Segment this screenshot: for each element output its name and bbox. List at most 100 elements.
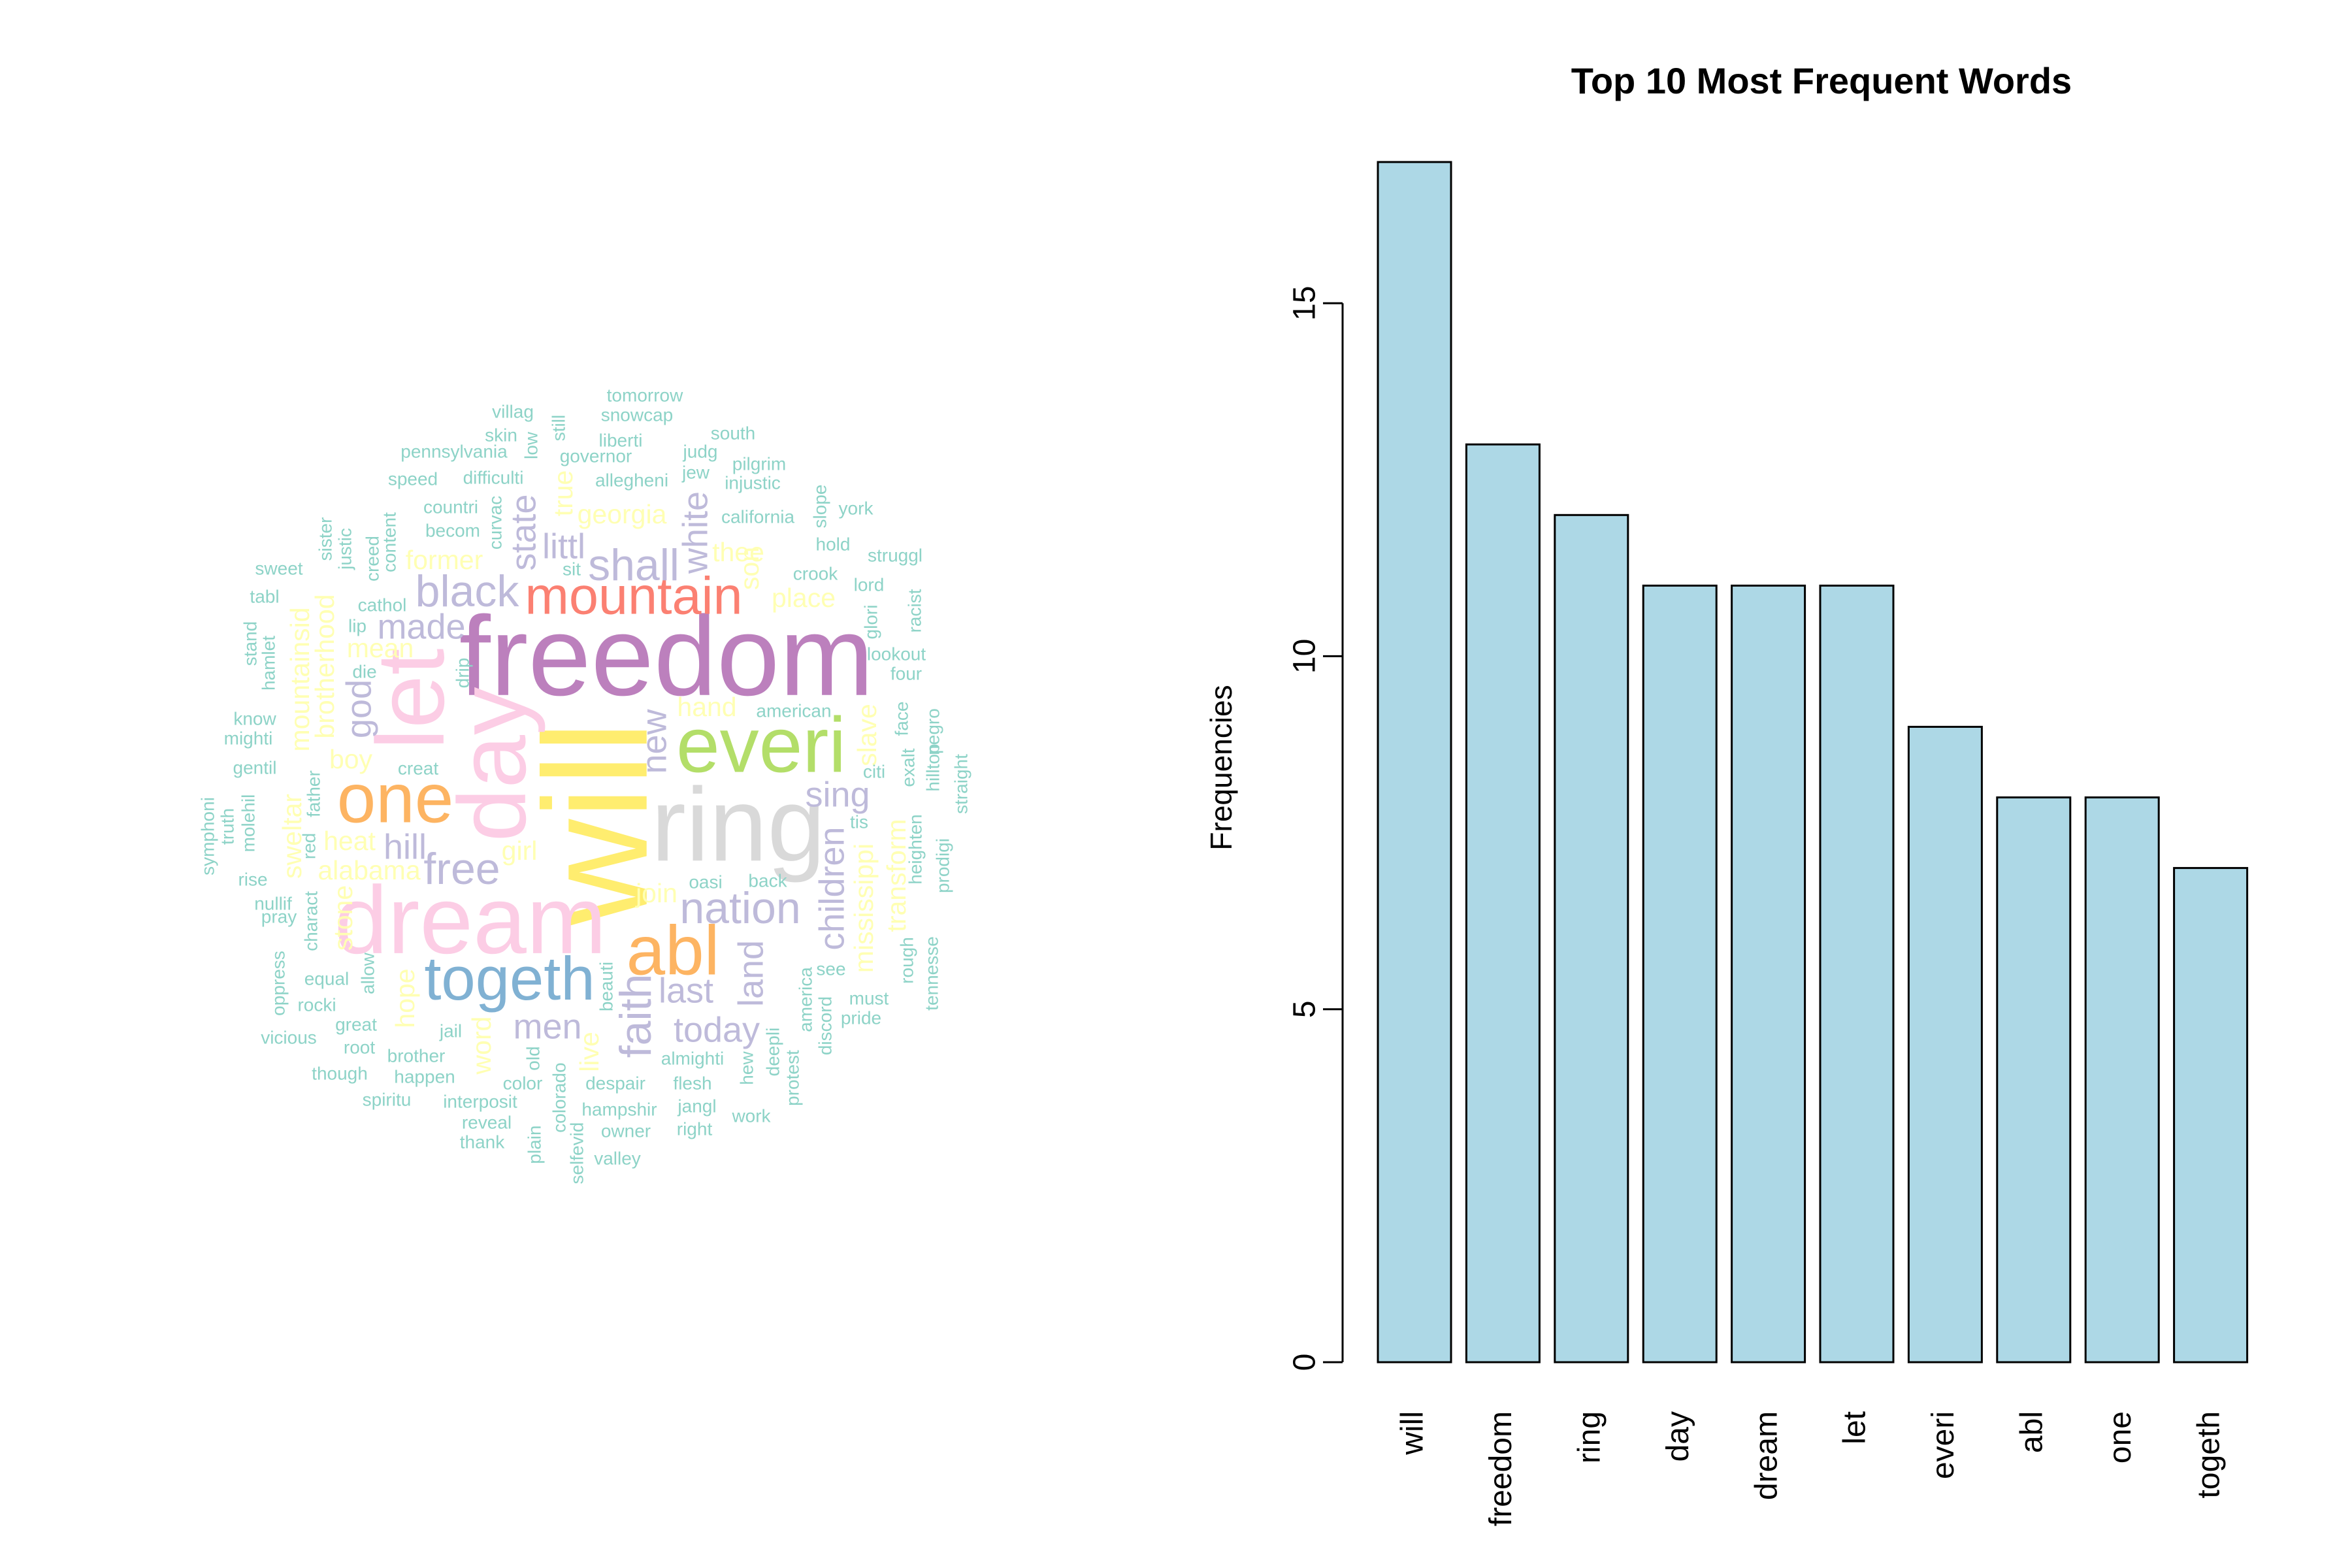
- cloud-word: place: [772, 583, 836, 613]
- cloud-word: negro: [923, 708, 943, 755]
- cloud-word: must: [849, 988, 889, 1008]
- cloud-word: son: [734, 547, 764, 590]
- cloud-word: white: [676, 491, 715, 574]
- cloud-word: america: [795, 967, 815, 1032]
- cloud-word: citi: [863, 761, 885, 781]
- cloud-word: mighti: [224, 728, 273, 748]
- bar: [1642, 584, 1718, 1364]
- cloud-word: vicious: [261, 1027, 317, 1047]
- cloud-word: mountain: [525, 566, 742, 625]
- cloud-word: mississippi: [849, 843, 879, 973]
- cloud-word: new: [634, 708, 674, 774]
- cloud-word: struggl: [868, 545, 923, 565]
- bar-chart-panel: Top 10 Most Frequent Words Frequencies 0…: [1176, 0, 2352, 1568]
- bar: [2084, 796, 2160, 1364]
- cloud-word: work: [731, 1105, 771, 1126]
- cloud-word: children: [812, 826, 851, 950]
- cloud-word: will: [513, 721, 678, 926]
- cloud-word: made: [377, 607, 465, 646]
- cloud-word: word: [466, 1017, 497, 1075]
- cloud-word: lip: [348, 615, 367, 636]
- cloud-word: alabama: [318, 855, 420, 885]
- cloud-word: one: [337, 759, 454, 837]
- cloud-word: molehil: [238, 794, 258, 853]
- cloud-word: sweltar: [277, 794, 307, 879]
- cloud-word: red: [299, 833, 319, 859]
- cloud-word: jangl: [677, 1096, 716, 1116]
- cloud-word: hold: [816, 534, 851, 554]
- cloud-word: hampshir: [581, 1099, 657, 1119]
- cloud-word: shall: [588, 540, 679, 590]
- cloud-word: gentil: [233, 757, 277, 777]
- category-label: day: [1661, 1411, 1695, 1462]
- cloud-word: judg: [683, 441, 718, 461]
- cloud-word: becom: [425, 520, 480, 540]
- cloud-word: selfevid: [566, 1122, 587, 1184]
- cloud-word: jail: [439, 1021, 462, 1041]
- cloud-word: hew: [736, 1051, 757, 1085]
- cloud-word: tabl: [250, 586, 279, 606]
- category-label: freedom: [1484, 1411, 1518, 1526]
- cloud-word: face: [891, 702, 911, 736]
- cloud-word: girl: [502, 836, 538, 866]
- cloud-word: snowcap: [601, 404, 674, 425]
- y-tick-label: 5: [1288, 1000, 1322, 1018]
- cloud-word: land: [731, 940, 770, 1007]
- cloud-word: today: [674, 1010, 760, 1049]
- cloud-word: rise: [238, 869, 267, 889]
- cloud-word: right: [677, 1119, 713, 1139]
- cloud-word: slave: [852, 704, 882, 766]
- cloud-word: let: [357, 648, 465, 749]
- cloud-word: straight: [951, 754, 971, 814]
- category-label: togeth: [2191, 1411, 2226, 1498]
- cloud-word: heighten: [905, 814, 925, 884]
- cloud-word: rough: [896, 937, 917, 984]
- cloud-word: ring: [651, 766, 826, 883]
- bar-chart: Top 10 Most Frequent Words Frequencies 0…: [1204, 60, 2249, 1526]
- cloud-word: heat: [323, 826, 376, 856]
- cloud-word: former: [406, 545, 483, 575]
- cloud-word: creat: [398, 758, 438, 778]
- cloud-word: hope: [390, 968, 420, 1028]
- bar: [1819, 584, 1895, 1364]
- cloud-word: nation: [679, 883, 800, 933]
- cloud-word: brotherhood: [310, 594, 340, 738]
- cloud-word: nullif: [254, 893, 292, 913]
- cloud-word: last: [659, 971, 713, 1010]
- y-tick-label: 15: [1288, 286, 1322, 320]
- cloud-word: hill: [384, 827, 427, 866]
- cloud-word: god: [339, 679, 378, 738]
- cloud-word: sing: [805, 775, 870, 814]
- cloud-word: men: [513, 1007, 581, 1046]
- cloud-word: spiritu: [363, 1089, 412, 1109]
- category-label: abl: [2014, 1411, 2049, 1453]
- bar: [1377, 161, 1452, 1364]
- cloud-word: black: [416, 566, 520, 616]
- cloud-word: plain: [524, 1125, 544, 1164]
- word-cloud-panel: will freedom ring day dream let everi abl one tog…: [197, 385, 971, 1184]
- cloud-word: live: [574, 1032, 604, 1072]
- bar: [2173, 867, 2249, 1364]
- cloud-word: valley: [594, 1148, 641, 1168]
- category-label: will: [1396, 1411, 1430, 1456]
- cloud-word: slope: [809, 485, 830, 529]
- cloud-word: father: [303, 770, 323, 817]
- cloud-word: color: [503, 1073, 543, 1093]
- cloud-word: protest: [782, 1050, 802, 1106]
- cloud-word: though: [312, 1063, 368, 1083]
- cloud-word: happen: [394, 1066, 455, 1086]
- cloud-word: rocki: [297, 994, 336, 1015]
- cloud-word: exalt: [898, 748, 918, 787]
- cloud-word: justic: [335, 528, 355, 570]
- cloud-word: stand: [240, 621, 260, 666]
- cloud-word: true: [548, 470, 578, 517]
- cloud-word: speed: [388, 468, 438, 489]
- cloud-word: stone: [328, 885, 358, 951]
- cloud-word: dream: [335, 867, 607, 974]
- cloud-word: pilgrim: [732, 453, 786, 474]
- y-tick-label: 10: [1288, 639, 1322, 674]
- cloud-word: mean: [347, 633, 414, 663]
- cloud-word: togeth: [424, 944, 595, 1013]
- cloud-word: interposit: [443, 1091, 517, 1111]
